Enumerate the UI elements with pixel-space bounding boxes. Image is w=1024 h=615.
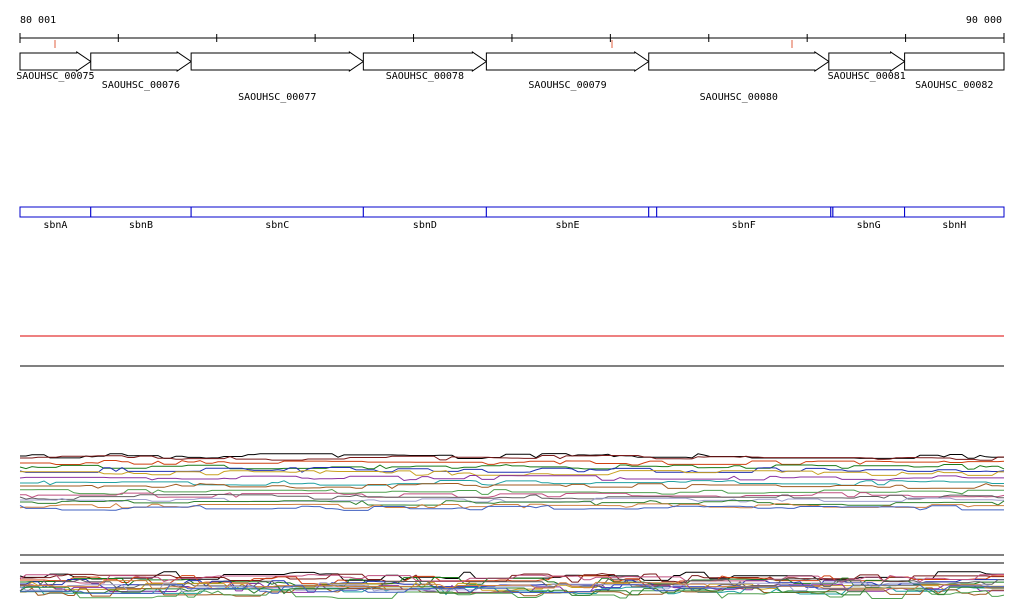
coverage-line [19,494,1004,500]
annotation-label: sbnA [43,220,67,231]
annotation-box[interactable] [648,206,658,218]
coverage-line [19,467,1005,473]
gene-label: SAOUHSC_00079 [528,80,606,91]
gene-label: SAOUHSC_00081 [828,71,906,82]
gene-label: SAOUHSC_00078 [386,71,464,82]
gene-arrow[interactable] [362,51,488,72]
ruler-ticks [19,33,1005,48]
coverage-line [20,460,1005,466]
coverage-line [20,500,1005,506]
coverage-line [20,581,1004,591]
gene-label: SAOUHSC_00075 [16,71,94,82]
coverage-line [19,582,1005,592]
annotation-label: sbnH [942,220,966,231]
ruler-start-label: 80 001 [20,15,56,26]
gene-label: SAOUHSC_00077 [238,92,316,103]
gene-arrow[interactable] [828,51,906,72]
gene-arrow[interactable] [648,51,830,72]
coverage-line [20,492,1005,498]
annotation-track: sbnA sbnB sbnC sbnD sbnE sbnF sbnG sbnH [19,206,1005,231]
coverage-line [19,504,1004,511]
ruler-end-label: 90 000 [966,15,1002,26]
coverage-line [20,455,1004,461]
coverage-line [20,482,1005,489]
gene-arrow[interactable] [190,51,365,72]
coverage-line [19,464,1005,470]
coverage-line [19,586,1004,596]
annotation-label: sbnB [129,220,153,231]
coverage-line [19,584,1004,594]
gene-label: SAOUHSC_00076 [102,80,180,91]
coverage-line [20,497,1004,503]
annotation-box[interactable] [362,206,487,218]
gene-arrow[interactable] [90,51,193,72]
gene-label: SAOUHSC_00080 [700,92,778,103]
gene-arrow[interactable] [485,51,650,72]
annotation-box[interactable] [485,206,650,218]
annotation-box[interactable] [190,206,364,218]
position-ruler: 80 001 90 000 [19,15,1005,48]
annotation-box[interactable] [832,206,906,218]
coverage-line [20,580,1004,590]
coverage-line [19,574,1004,584]
coverage-line [20,480,1004,486]
gene-arrow[interactable] [19,51,92,72]
annotation-box[interactable] [19,206,92,218]
coverage-line [20,578,1004,588]
gene-label: SAOUHSC_00082 [915,80,993,91]
annotation-label: sbnG [857,220,881,231]
coverage-line [19,475,1004,482]
gene-arrow[interactable] [904,52,1005,71]
annotation-box[interactable] [830,206,834,218]
annotation-label: sbnE [556,220,580,231]
coverage-line [20,587,1004,597]
coverage-line [20,572,1004,583]
annotation-label: sbnF [732,220,756,231]
coverage-track-upper [19,453,1005,511]
annotation-label: sbnD [413,220,437,231]
annotation-box[interactable] [90,206,192,218]
coverage-line [20,589,1005,599]
coverage-line [20,488,1004,495]
annotation-box[interactable] [904,206,1005,218]
coverage-track-lower [19,571,1005,599]
annotation-box[interactable] [656,206,832,218]
annotation-label: sbnC [265,220,289,231]
gene-track: SAOUHSC_00075 SAOUHSC_00076 SAOUHSC_00077 S… [16,51,1005,103]
